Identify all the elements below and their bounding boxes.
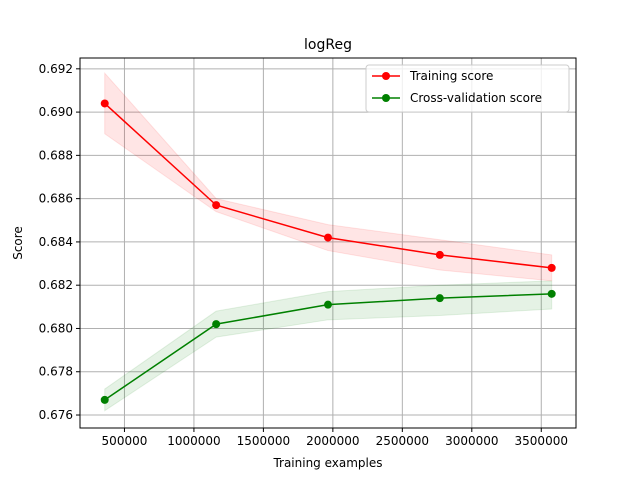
cross-validation-score-point bbox=[547, 289, 556, 298]
cross-validation-score-point bbox=[212, 320, 221, 329]
x-axis-ticks: 500000 1000000 1500000 2000000 2500000 300000… bbox=[102, 428, 568, 448]
y-tick-label: 0.676 bbox=[39, 408, 73, 422]
training-score-point bbox=[212, 201, 221, 210]
legend-box bbox=[365, 64, 570, 113]
cross-validation-score-point bbox=[435, 294, 444, 303]
cross-validation-score-band bbox=[104, 280, 553, 412]
y-axis-ticks: 0.676 0.678 0.680 0.682 0.684 0.686 0.688 0.690… bbox=[39, 62, 80, 422]
x-tick-label: 2000000 bbox=[306, 434, 359, 448]
legend-training-marker bbox=[382, 72, 390, 80]
training-score-point bbox=[324, 233, 332, 242]
training-score-point bbox=[100, 99, 109, 108]
legend-training-label: Training score bbox=[409, 69, 493, 83]
x-tick-label: 500000 bbox=[102, 434, 148, 448]
y-tick-label: 0.688 bbox=[39, 148, 73, 162]
x-tick-label: 1000000 bbox=[167, 434, 220, 448]
x-tick-label: 2500000 bbox=[376, 434, 429, 448]
legend-cross-validation-label: Cross-validation score bbox=[410, 91, 542, 105]
y-tick-label: 0.686 bbox=[39, 192, 73, 206]
y-tick-label: 0.682 bbox=[39, 278, 73, 292]
y-tick-label: 0.684 bbox=[39, 235, 73, 249]
training-score-point bbox=[547, 263, 556, 272]
y-tick-label: 0.692 bbox=[39, 62, 73, 76]
plot-frame bbox=[79, 57, 577, 429]
grid bbox=[80, 58, 576, 428]
x-tick-label: 3500000 bbox=[515, 434, 568, 448]
x-tick-label: 3000000 bbox=[445, 434, 498, 448]
legend-cross-validation-marker bbox=[382, 94, 390, 102]
training-score-point bbox=[435, 250, 444, 259]
cross-validation-score-point bbox=[100, 395, 109, 404]
x-axis-title: Training examples bbox=[272, 456, 382, 470]
y-axis-title: Score bbox=[11, 226, 25, 260]
legend: Training score Cross-validation score bbox=[365, 64, 570, 113]
cross-validation-score-point bbox=[324, 300, 332, 309]
series-points bbox=[100, 99, 556, 404]
x-tick-label: 1500000 bbox=[237, 434, 290, 448]
chart-title: logReg bbox=[304, 37, 352, 53]
y-tick-label: 0.678 bbox=[39, 365, 73, 379]
y-tick-label: 0.680 bbox=[39, 321, 73, 335]
y-tick-label: 0.690 bbox=[39, 105, 73, 119]
